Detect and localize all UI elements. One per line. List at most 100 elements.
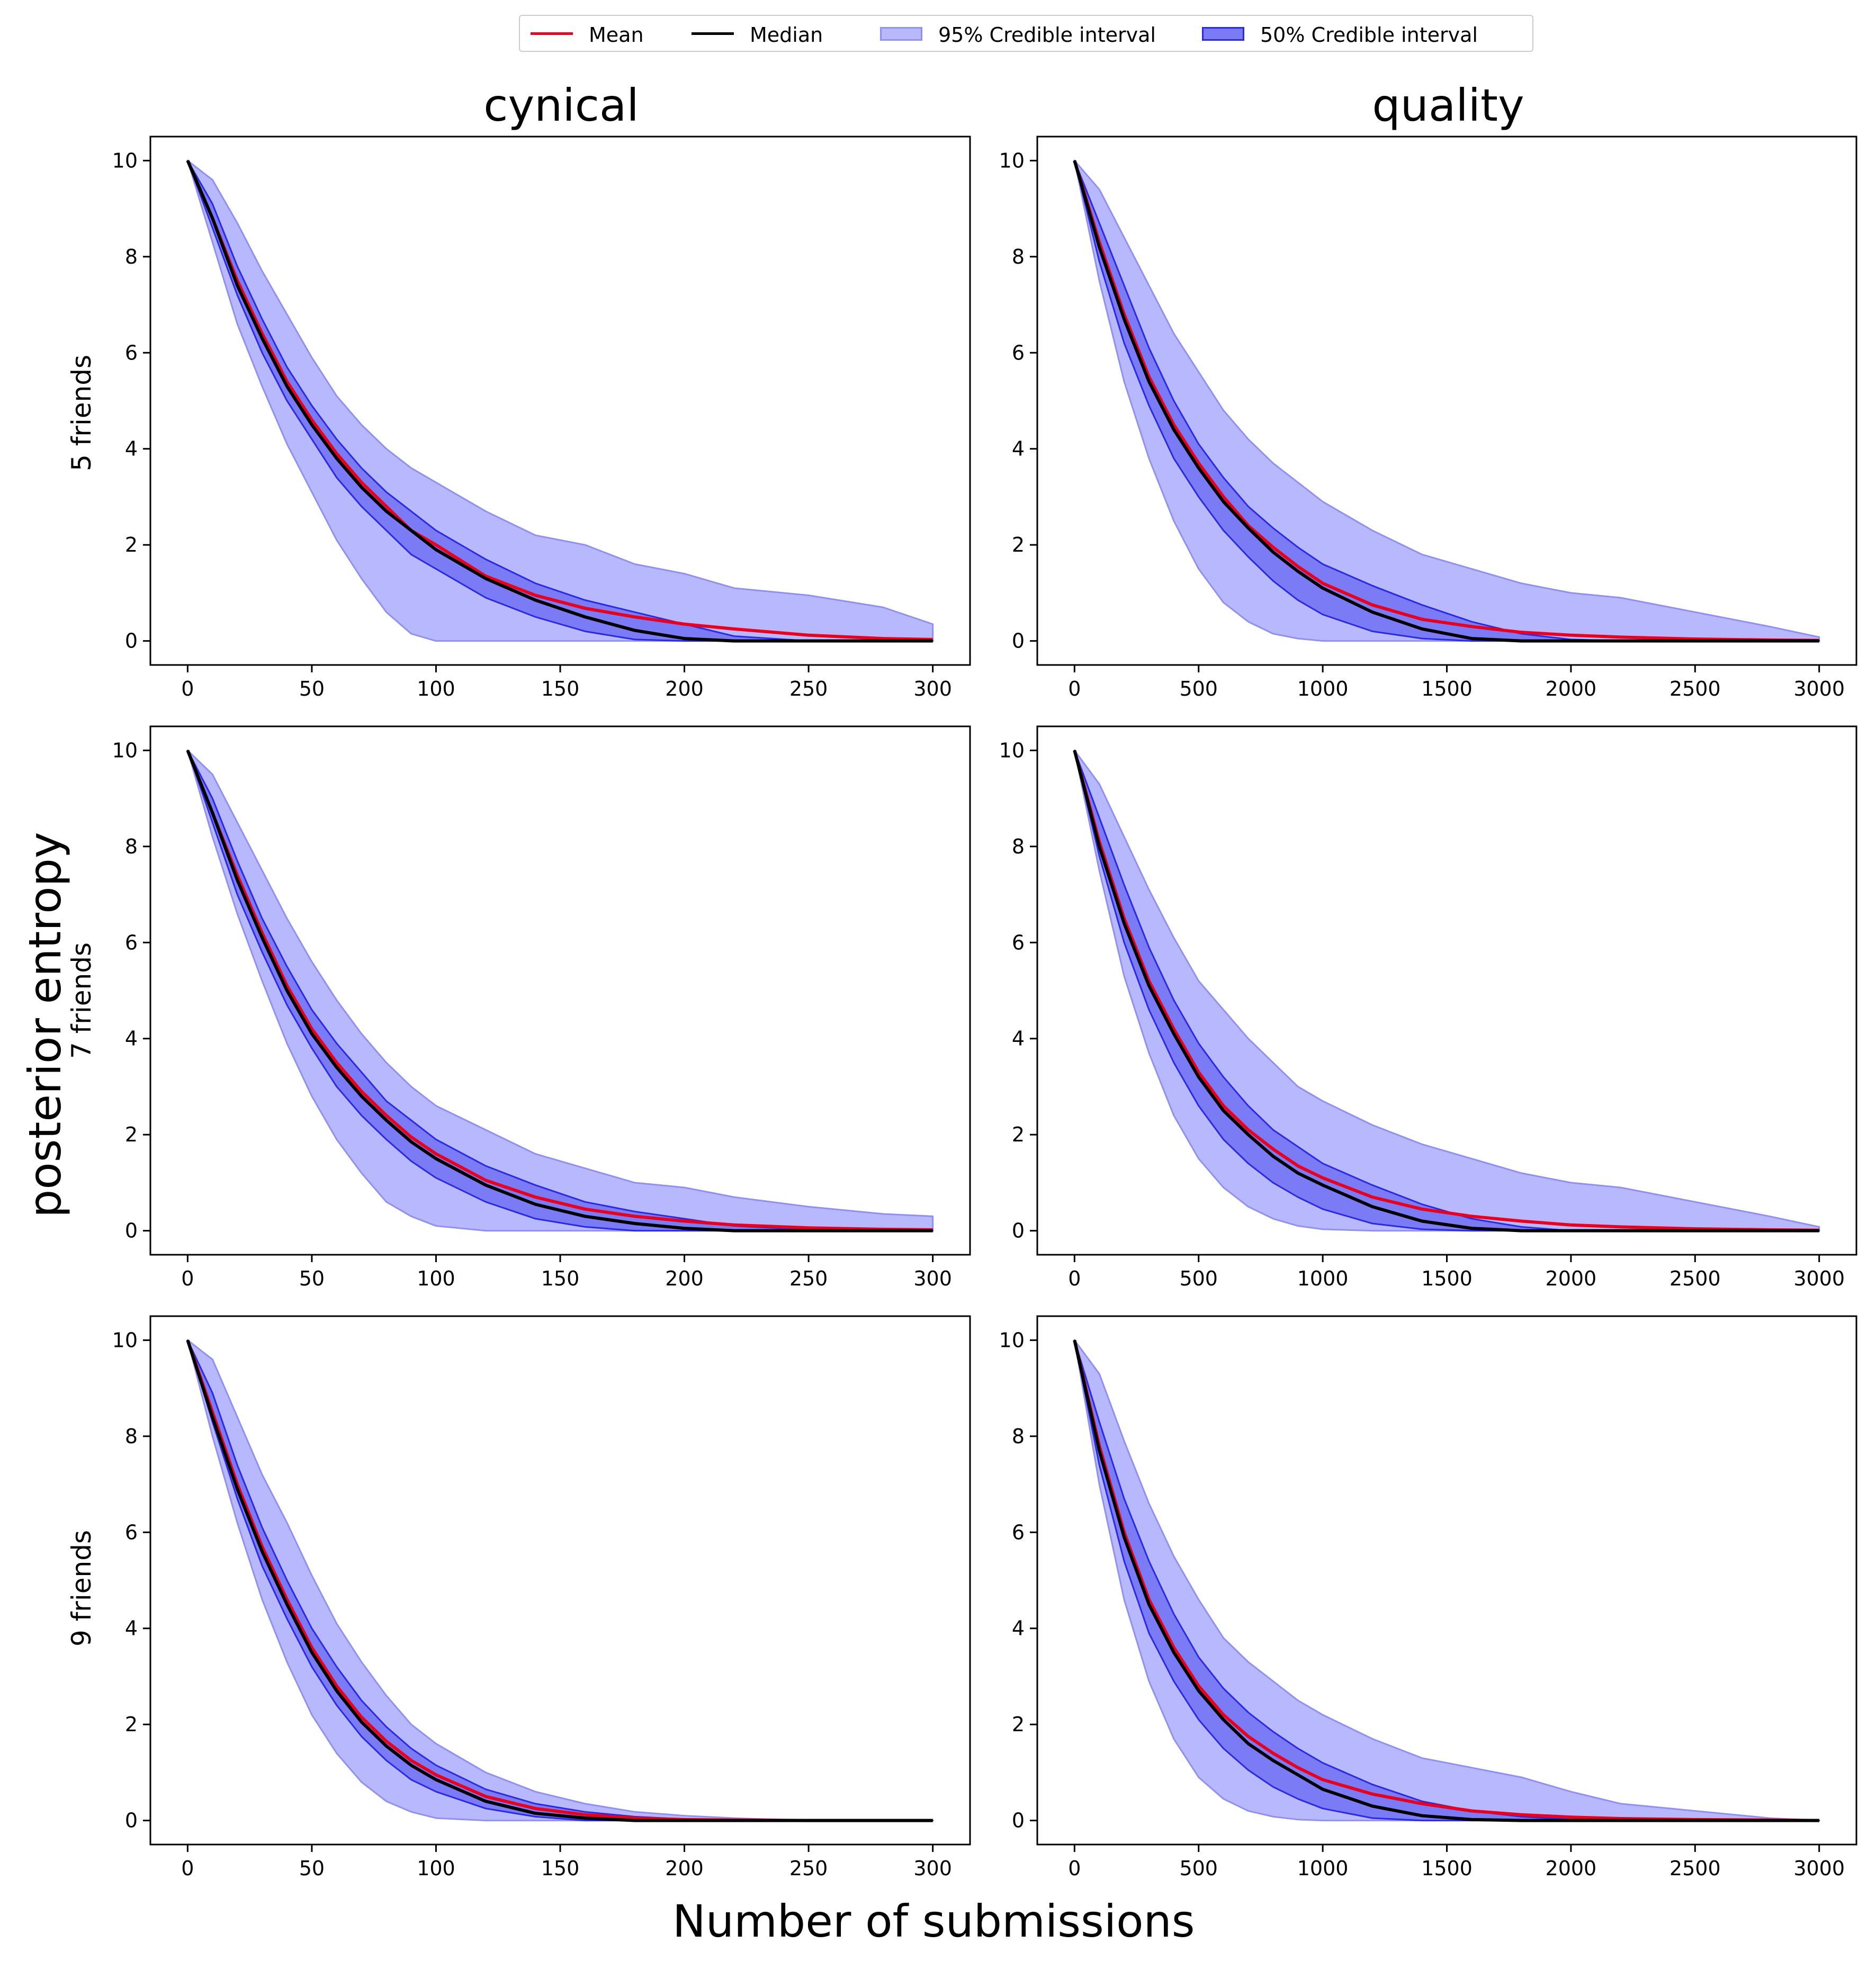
x-tick-label: 250 xyxy=(789,677,828,700)
x-tick-label: 2000 xyxy=(1546,677,1597,700)
y-tick-label: 2 xyxy=(125,1713,138,1736)
legend-label-ci50: 50% Credible interval xyxy=(1260,23,1478,47)
panel-cynical-7-friends: 0 50 100 150 200 250 300 0 2 4 6 8 10 xyxy=(112,725,971,1290)
mean-line-swatch xyxy=(531,32,573,35)
panel-quality-7-friends: 0 500 1000 1500 2000 2500 3000 0 2 4 6 8 10 xyxy=(999,725,1857,1290)
x-axis-label: Number of submissions xyxy=(672,1895,1195,1947)
y-tick-label: 8 xyxy=(1012,245,1025,268)
y-tick-label: 0 xyxy=(1012,1219,1025,1243)
y-tick-label: 0 xyxy=(1012,629,1025,653)
y-tick-label: 2 xyxy=(1012,1123,1025,1146)
x-tick-label: 200 xyxy=(665,1267,704,1290)
y-tick-label: 10 xyxy=(112,149,138,172)
legend: Mean Median 95% Credible interval 50% Cr… xyxy=(519,15,1533,52)
x-tick-label: 3000 xyxy=(1793,1857,1845,1880)
x-tick-label: 150 xyxy=(541,677,580,700)
ci50-patch-swatch xyxy=(1202,27,1244,41)
median-line xyxy=(186,750,933,1233)
x-tick-label: 3000 xyxy=(1793,1267,1845,1290)
panel-cynical-5-friends: 0 50 100 150 200 250 300 0 2 4 6 8 10 xyxy=(112,136,971,700)
y-tick-label: 4 xyxy=(1012,1027,1025,1050)
y-tick-label: 8 xyxy=(1012,1425,1025,1448)
ci95-patch-swatch xyxy=(880,27,922,41)
y-tick-label: 6 xyxy=(1012,341,1025,364)
y-tick-label: 0 xyxy=(1012,1809,1025,1832)
x-tick-label: 0 xyxy=(1068,1857,1081,1880)
y-tick-label: 0 xyxy=(125,1219,138,1243)
x-tick-label: 50 xyxy=(299,1857,325,1880)
x-tick-label: 500 xyxy=(1179,1857,1218,1880)
y-tick-label: 4 xyxy=(125,437,138,461)
x-tick-label: 300 xyxy=(913,1857,952,1880)
median-line xyxy=(186,160,933,643)
mean-line xyxy=(186,160,933,641)
ci50-band xyxy=(186,159,934,642)
x-tick-label: 1000 xyxy=(1297,1267,1349,1290)
x-tick-label: 300 xyxy=(913,1267,952,1290)
median-line xyxy=(1073,160,1819,643)
x-tick-label: 200 xyxy=(665,677,704,700)
median-line-swatch xyxy=(692,32,734,35)
y-tick-label: 2 xyxy=(125,533,138,556)
x-tick-label: 1500 xyxy=(1421,1267,1473,1290)
ci95-band xyxy=(1073,159,1820,642)
y-tick-label: 10 xyxy=(112,739,138,762)
ci95-band xyxy=(186,1339,934,1822)
x-tick-label: 200 xyxy=(665,1857,704,1880)
x-tick-label: 2000 xyxy=(1546,1267,1597,1290)
y-tick-label: 6 xyxy=(125,1521,138,1544)
x-tick-label: 100 xyxy=(417,677,455,700)
column-title-cynical: cynical xyxy=(483,79,639,131)
x-tick-label: 150 xyxy=(541,1857,580,1880)
x-tick-label: 0 xyxy=(181,677,194,700)
x-tick-label: 1000 xyxy=(1297,1857,1349,1880)
x-tick-label: 1500 xyxy=(1421,1857,1473,1880)
x-tick-label: 500 xyxy=(1179,1267,1218,1290)
x-tick-label: 50 xyxy=(299,677,325,700)
x-tick-label: 500 xyxy=(1179,677,1218,700)
x-tick-label: 100 xyxy=(417,1267,455,1290)
column-title-quality: quality xyxy=(1372,79,1524,131)
x-tick-label: 2000 xyxy=(1546,1857,1597,1880)
x-tick-label: 0 xyxy=(181,1267,194,1290)
x-tick-label: 2500 xyxy=(1669,1857,1721,1880)
x-tick-label: 3000 xyxy=(1793,677,1845,700)
x-tick-label: 0 xyxy=(181,1857,194,1880)
median-line xyxy=(1073,750,1819,1233)
x-tick-label: 250 xyxy=(789,1267,828,1290)
mean-line xyxy=(1073,1339,1819,1822)
y-tick-label: 0 xyxy=(125,1809,138,1832)
x-tick-label: 0 xyxy=(1068,677,1081,700)
ci95-band xyxy=(1073,749,1820,1232)
mean-line xyxy=(186,750,933,1231)
x-tick-label: 2500 xyxy=(1669,1267,1721,1290)
y-tick-label: 2 xyxy=(125,1123,138,1146)
x-tick-label: 300 xyxy=(913,677,952,700)
y-tick-label: 8 xyxy=(125,245,138,268)
x-tick-label: 1500 xyxy=(1421,677,1473,700)
x-tick-label: 0 xyxy=(1068,1267,1081,1290)
ci50-band xyxy=(186,749,934,1232)
y-tick-label: 10 xyxy=(999,1328,1025,1352)
mean-line xyxy=(1073,160,1819,642)
y-tick-label: 8 xyxy=(1012,835,1025,858)
x-tick-label: 1000 xyxy=(1297,677,1349,700)
legend-label-ci95: 95% Credible interval xyxy=(938,23,1156,47)
y-tick-label: 8 xyxy=(125,1425,138,1448)
legend-label-median: Median xyxy=(750,23,823,47)
y-tick-label: 2 xyxy=(1012,533,1025,556)
median-line xyxy=(1073,1339,1819,1822)
panel-cynical-9-friends: 0 50 100 150 200 250 300 0 2 4 6 8 10 xyxy=(112,1315,971,1880)
y-tick-label: 4 xyxy=(1012,437,1025,461)
x-tick-label: 50 xyxy=(299,1267,325,1290)
x-tick-label: 250 xyxy=(789,1857,828,1880)
y-tick-label: 8 xyxy=(125,835,138,858)
y-tick-label: 4 xyxy=(125,1617,138,1640)
y-tick-label: 6 xyxy=(125,341,138,364)
panel-quality-9-friends: 0 500 1000 1500 2000 2500 3000 0 2 4 6 8 10 xyxy=(999,1315,1857,1880)
y-tick-label: 0 xyxy=(125,629,138,653)
mean-line xyxy=(1073,750,1819,1232)
y-tick-label: 4 xyxy=(1012,1617,1025,1640)
median-line xyxy=(186,1339,933,1822)
